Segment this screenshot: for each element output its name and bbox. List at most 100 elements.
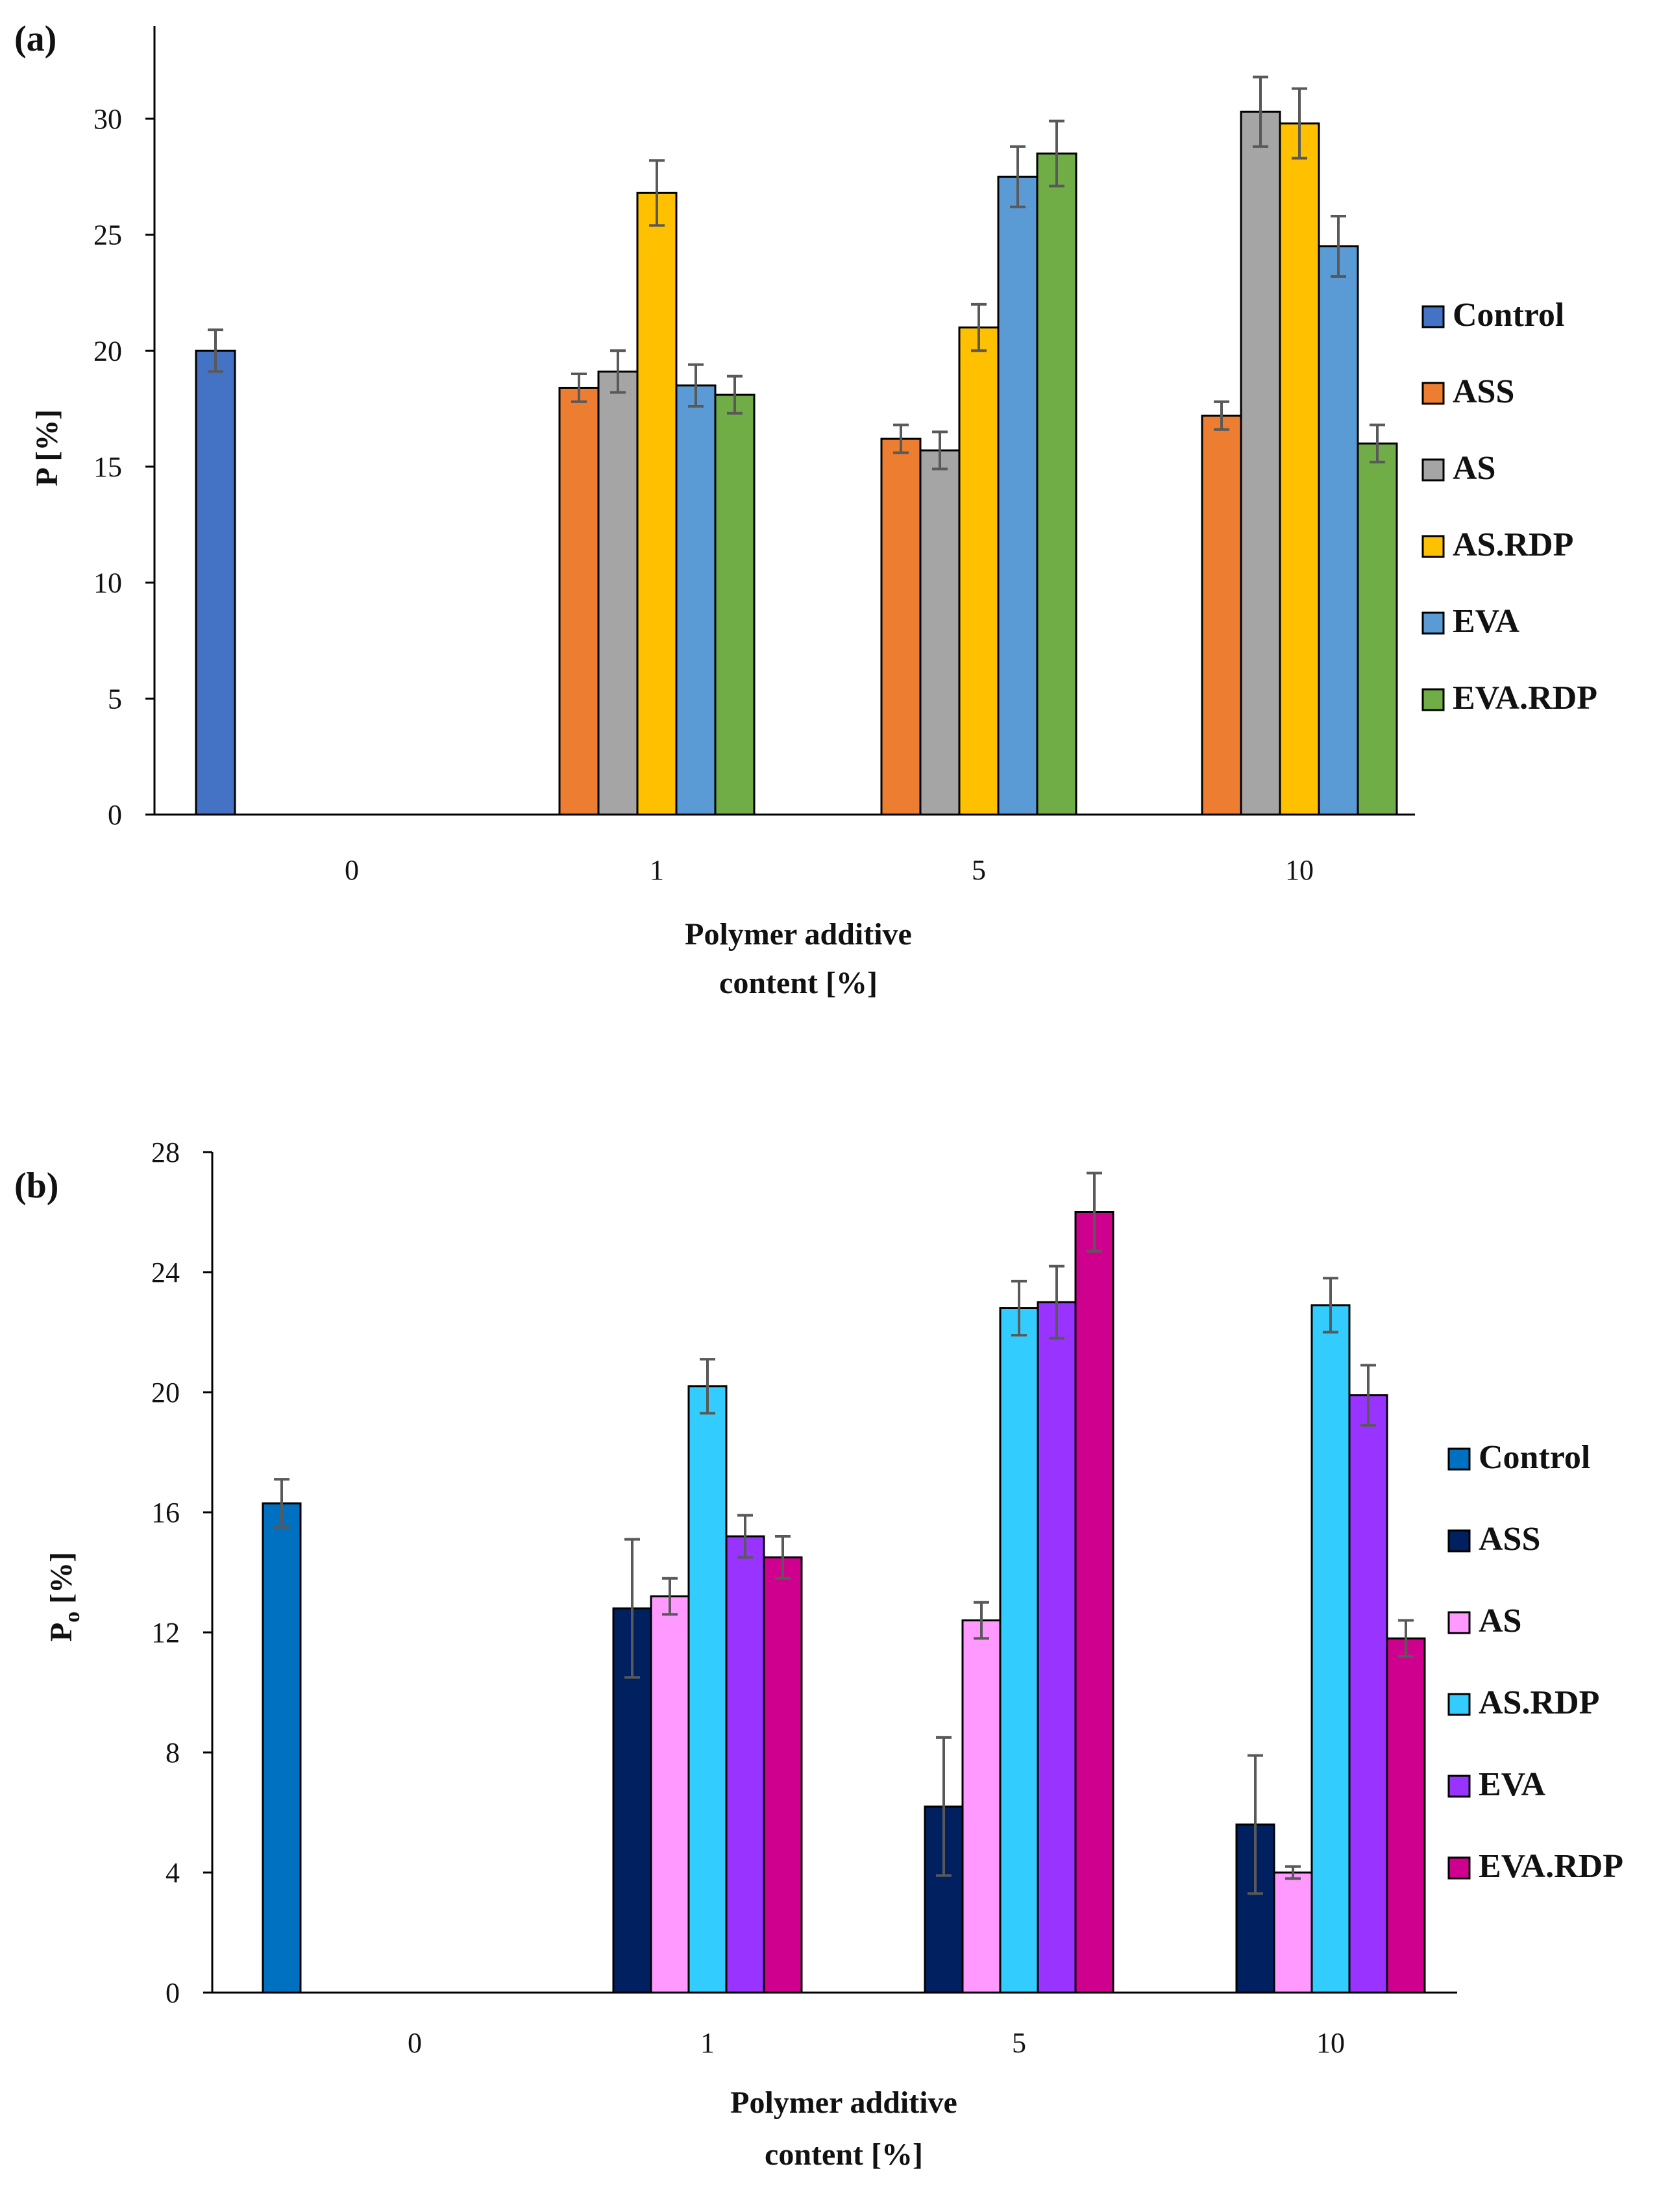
bar-ass-1 [558, 386, 600, 816]
y-axis-label-b-main: P [44, 1623, 79, 1641]
legend-label: AS.RDP [1479, 1684, 1599, 1721]
error-bar [1323, 1277, 1338, 1334]
error-bar [700, 1358, 715, 1415]
bar-as-5 [919, 449, 961, 816]
y-tick-label: 0 [166, 1977, 180, 2009]
legend-label: ASS [1479, 1521, 1540, 1558]
x-tick-label: 0 [408, 2027, 422, 2059]
error-bar [610, 349, 626, 394]
error-bar [1011, 1279, 1027, 1337]
bar-ass-10 [1201, 414, 1242, 816]
bar-eva-rdp-1 [714, 393, 756, 816]
x-tick-label: 5 [1012, 2027, 1026, 2059]
error-bar [688, 363, 704, 408]
error-bar [775, 1535, 791, 1580]
bar-eva-5 [1037, 1301, 1077, 1994]
y-tick-label: 24 [151, 1257, 180, 1288]
legend-swatch [1421, 535, 1445, 558]
bar-eva-1 [725, 1535, 765, 1994]
legend-swatch [1421, 688, 1445, 711]
legend-item-ass: ASS [1447, 1521, 1540, 1558]
legend-swatch [1447, 1611, 1471, 1634]
y-axis-label-b-sub: o [60, 1612, 84, 1623]
x-tick-label: 10 [1285, 854, 1314, 886]
bar-eva-1 [675, 384, 717, 816]
legend-label: AS.RDP [1453, 526, 1573, 563]
error-bar [737, 1514, 753, 1559]
error-bar [1248, 1754, 1263, 1895]
bar-eva-rdp-10 [1357, 442, 1398, 816]
error-bar [649, 159, 665, 227]
panel-label-b: (b) [14, 1166, 58, 1206]
legend-item-as-rdp: AS.RDP [1447, 1684, 1599, 1721]
error-bar [1398, 1619, 1414, 1658]
legend-swatch [1447, 1529, 1471, 1553]
legend-swatch [1421, 611, 1445, 635]
error-bar [1214, 400, 1229, 431]
legend-item-control: Control [1421, 297, 1564, 334]
y-tick-label: 10 [93, 567, 122, 599]
legend-label: EVA.RDP [1479, 1848, 1623, 1885]
error-bar [727, 375, 743, 415]
legend-item-eva-rdp: EVA.RDP [1421, 680, 1597, 717]
legend-label: AS [1453, 450, 1495, 487]
bar-control-0 [262, 1502, 302, 1994]
error-bar [274, 1478, 289, 1529]
bar-as-rdp-10 [1279, 122, 1320, 816]
y-tick-label: 5 [108, 683, 122, 715]
error-bar [208, 328, 223, 373]
bar-eva-rdp-5 [1074, 1211, 1114, 1994]
legend-item-control: Control [1447, 1439, 1590, 1476]
y-axis-label-a: P [%] [30, 410, 64, 487]
x-tick-label: 1 [650, 854, 664, 886]
bar-as-rdp-5 [958, 326, 1000, 816]
error-bar [893, 423, 909, 454]
error-bar [1049, 1264, 1064, 1340]
x-tick-label: 10 [1316, 2027, 1345, 2059]
y-tick-label: 15 [93, 451, 122, 483]
bar-as-rdp-5 [999, 1307, 1039, 1994]
bar-as-10 [1240, 110, 1281, 816]
legend-label: Control [1453, 297, 1564, 334]
legend-label: ASS [1453, 373, 1514, 410]
x-axis-label-a-line1: Polymer additive [685, 917, 912, 952]
error-bar [571, 373, 587, 403]
bar-as-1 [597, 370, 639, 816]
legend-b: Control ASS AS AS.RDP EVA EVA.RDP [1447, 1439, 1623, 1885]
y-tick-label: 16 [151, 1497, 180, 1529]
y-tick-label: 8 [166, 1737, 180, 1769]
error-bar [1331, 215, 1346, 278]
bar-eva-rdp-5 [1036, 153, 1077, 816]
bar-as-1 [650, 1595, 690, 1994]
error-bar [936, 1736, 952, 1877]
bar-ass-5 [880, 437, 922, 816]
legend-swatch [1447, 1775, 1471, 1798]
legend-label: EVA.RDP [1453, 680, 1597, 717]
bar-as-10 [1273, 1871, 1313, 1994]
legend-swatch [1447, 1856, 1471, 1880]
bar-as-rdp-10 [1310, 1304, 1351, 1994]
error-bar [1087, 1172, 1102, 1253]
x-tick-label: 5 [972, 854, 986, 886]
error-bar [974, 1601, 989, 1640]
legend-item-as: AS [1421, 450, 1495, 487]
y-axis-label-b-suffix: [%] [44, 1552, 79, 1612]
legend-swatch [1421, 305, 1445, 328]
bar-eva-5 [997, 175, 1039, 816]
bar-ass-5 [924, 1805, 964, 1994]
legend-a: Control ASS AS AS.RDP EVA EVA.RDP [1421, 297, 1597, 717]
legend-label: EVA [1479, 1766, 1546, 1803]
bar-eva-rdp-1 [763, 1556, 803, 1994]
legend-swatch [1421, 382, 1445, 405]
y-tick-label: 28 [151, 1137, 180, 1168]
y-tick-label: 30 [93, 103, 122, 135]
error-bar [1360, 1364, 1376, 1427]
x-axis-label-b-line2: content [%] [765, 2137, 923, 2172]
bar-as-rdp-1 [636, 191, 678, 816]
bar-control-0 [195, 349, 236, 816]
y-tick-label: 12 [151, 1617, 180, 1649]
legend-swatch [1421, 458, 1445, 482]
y-axis-label-b: Po [%] [44, 1552, 84, 1641]
